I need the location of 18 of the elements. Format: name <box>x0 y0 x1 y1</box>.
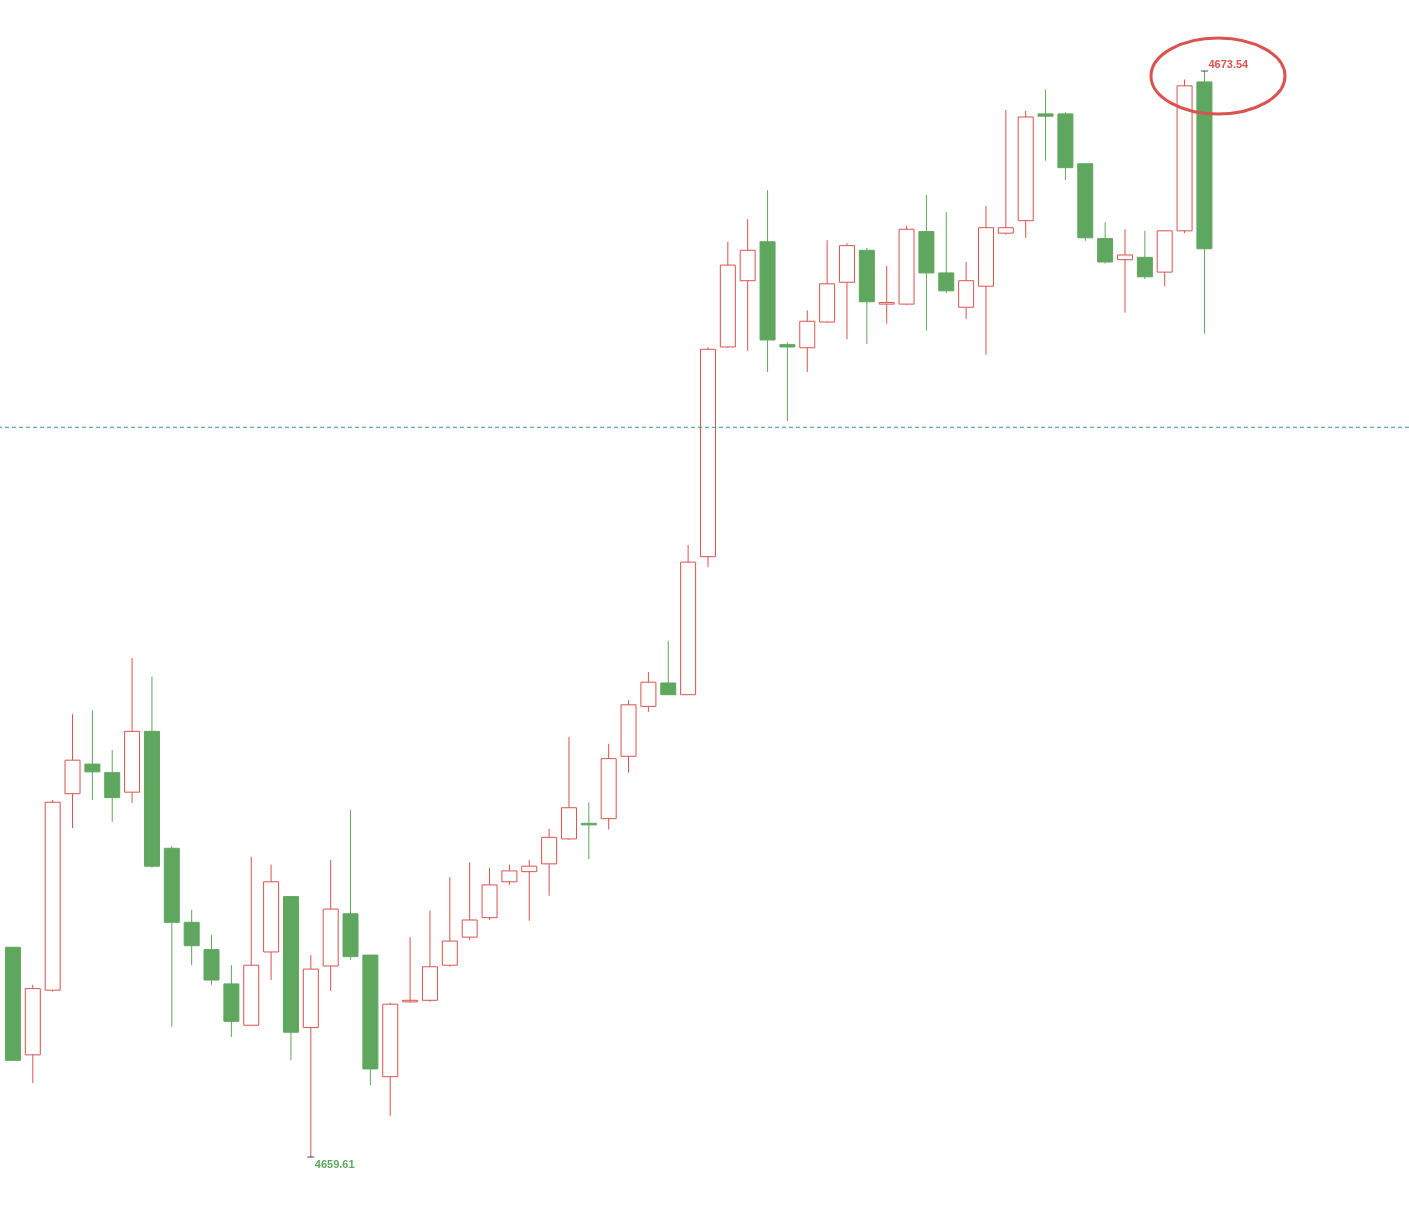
candlestick <box>183 909 200 966</box>
candlestick <box>501 864 518 886</box>
candlestick <box>1116 228 1133 314</box>
candlestick <box>461 861 478 941</box>
candlestick <box>779 341 796 422</box>
candlestick <box>660 640 677 696</box>
candlestick <box>1136 230 1153 280</box>
candlestick <box>997 109 1014 236</box>
candlestick <box>938 211 955 294</box>
candlestick <box>402 936 419 1004</box>
text: 4673.54 <box>1208 58 1250 70</box>
candlestick <box>84 709 101 801</box>
candlestick <box>1037 89 1054 162</box>
candlestick <box>580 801 597 860</box>
candlestick <box>878 265 895 325</box>
candlestick <box>521 859 538 922</box>
candlestick <box>1097 221 1114 265</box>
text: 4659.61 <box>314 1158 355 1170</box>
